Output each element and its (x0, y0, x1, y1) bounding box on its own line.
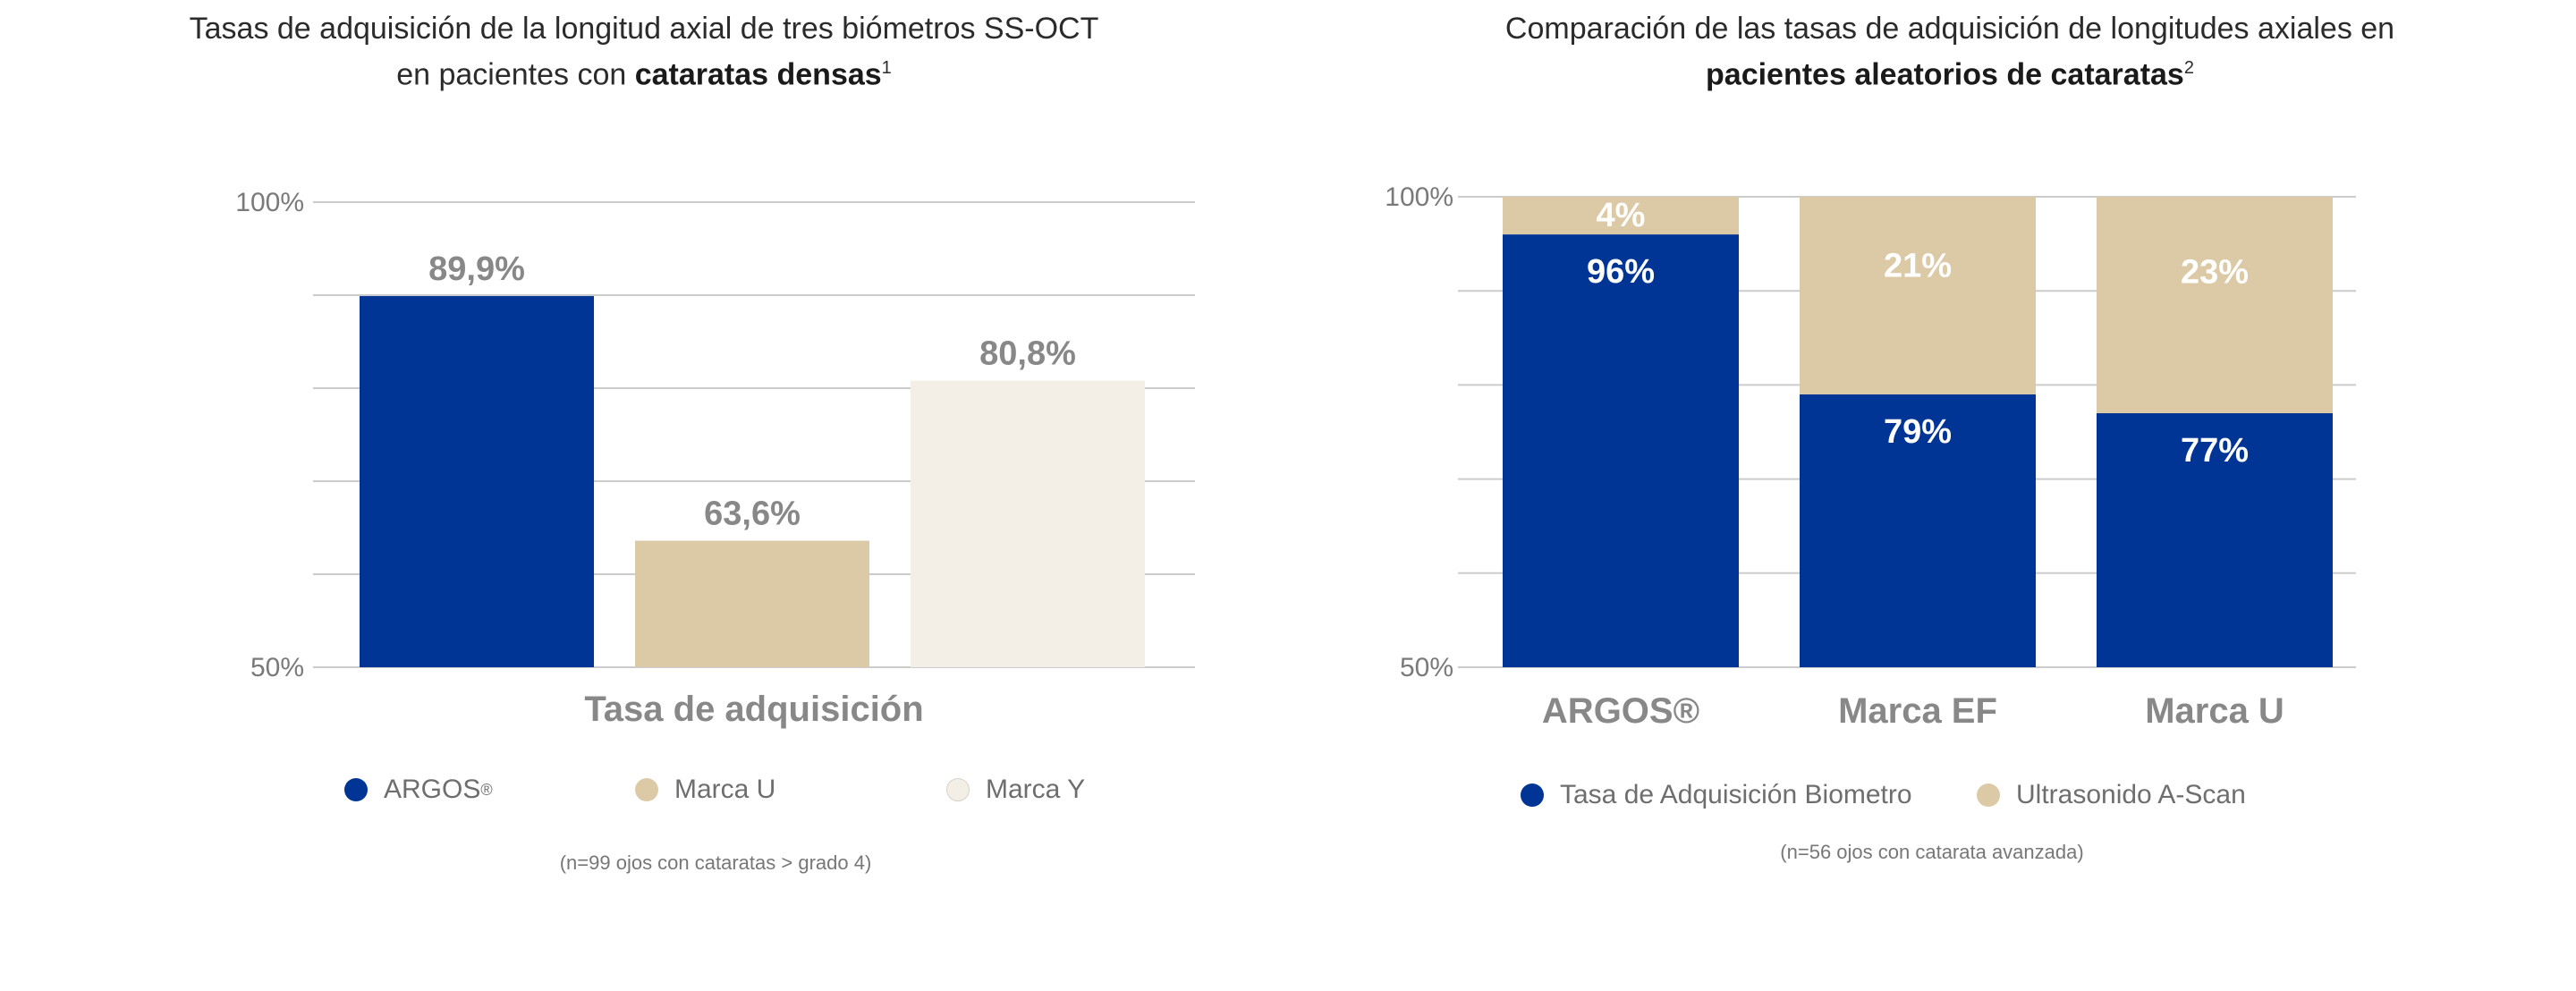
right-bar-marca-ef-tasa-de-adquisici-n-biometro (1800, 394, 2036, 667)
right-bar-marca-ef-ultrasonido-a-scan (1800, 197, 2036, 394)
left-legend-item-argos: ARGOS ® (344, 775, 493, 805)
right-title-sup: 2 (2183, 58, 2194, 78)
left-bar-marca-u: Marca U (635, 540, 869, 667)
left-legend-swatch-argos (344, 778, 368, 801)
left-title-sup: 1 (881, 58, 892, 78)
left-legend-swatch-marca-u (635, 778, 658, 801)
left-title-line2-bold: cataratas densas (634, 57, 882, 92)
right-bar-argos-tasa-de-adquisici-n-biometro (1503, 234, 1739, 667)
right-value-label-marca-u-tasa-de-adquisici-n-biometro: 77% (2181, 432, 2249, 470)
left-value-label-marca-u: 63,6% (704, 496, 801, 533)
right-title-line1: Comparación de las tasas de adquisición … (1504, 12, 2395, 46)
right-value-label-marca-u-ultrasonido-a-scan: 23% (2181, 254, 2249, 292)
left-ytick-label: 100% (235, 188, 304, 217)
left-sample-note: (n=99 ojos con cataratas > grado 4) (559, 851, 872, 874)
right-value-label-marca-ef-ultrasonido-a-scan: 21% (1884, 247, 1952, 284)
right-legend-swatch-ultrasonido (1977, 783, 2000, 807)
right-category-label-marca-ef: Marca EF (1838, 691, 1997, 731)
right-legend-swatch-biometro (1521, 783, 1544, 807)
right-value-label-argos-ultrasonido-a-scan: 4% (1597, 197, 1646, 234)
right-value-label-marca-ef-tasa-de-adquisici-n-biometro: 79% (1884, 413, 1952, 451)
left-bar-chart: 50% 100% ARGOS® 89,9% Marca U 63,6% Marca Y 80,… (235, 188, 1195, 729)
left-bar-marca-y: Marca Y (911, 380, 1145, 667)
left-ytick-label: 50% (250, 653, 304, 682)
right-stacked-bar-chart: 50% 100% 96% 4% ARGOS® 79% 21% Marca EF 77% 23% Ma… (1385, 182, 2356, 731)
left-chart-title: Tasas de adquisición de la longitud axia… (0, 9, 1288, 94)
right-legend-label-ultrasonido: Ultrasonido A-Scan (2016, 780, 2246, 809)
right-bar-marca-u-tasa-de-adquisici-n-biometro (2097, 412, 2333, 667)
right-ytick-label: 50% (1400, 653, 1453, 682)
right-value-label-argos-tasa-de-adquisici-n-biometro: 96% (1587, 253, 1655, 291)
left-legend-label-marca-y: Marca Y (986, 775, 1086, 804)
right-category-label-argos: ARGOS® (1542, 691, 1699, 731)
left-bar-argos: ARGOS® (360, 296, 594, 667)
right-category-label-marca-u: Marca U (2145, 691, 2284, 731)
right-title-line2-bold: pacientes aleatorios de cataratas (1706, 57, 2184, 92)
left-legend-sup-argos: ® (480, 780, 493, 799)
left-value-label-marca-y: 80,8% (979, 335, 1076, 373)
right-legend-item-ultrasonido: Ultrasonido A-Scan (1977, 780, 2246, 810)
right-chart-title: Comparación de las tasas de adquisición … (1288, 9, 2576, 94)
right-sample-note: (n=56 ojos con catarata avanzada) (1780, 841, 2084, 863)
left-legend-label-marca-u: Marca U (674, 775, 776, 804)
right-legend-item-biometro: Tasa de Adquisición Biometro (1521, 780, 1912, 810)
left-title-line2-prefix: en pacientes con (396, 57, 635, 92)
right-bar-argos-ultrasonido-a-scan (1503, 197, 1739, 235)
left-legend-item-marca-y: Marca Y (946, 775, 1085, 805)
left-value-label-argos: 89,9% (428, 250, 525, 288)
left-title-line1: Tasas de adquisición de la longitud axia… (189, 12, 1099, 46)
left-legend-swatch-marca-y (946, 778, 970, 801)
right-legend-label-biometro: Tasa de Adquisición Biometro (1560, 780, 1912, 809)
left-chart-panel: Tasas de adquisición de la longitud axia… (0, 9, 1288, 874)
left-x-axis-label: Tasa de adquisición (584, 690, 923, 729)
left-legend-item-marca-u: Marca U (635, 775, 775, 805)
left-legend-label-argos: ARGOS (384, 775, 481, 804)
right-bar-marca-u-ultrasonido-a-scan (2097, 197, 2333, 413)
right-chart-panel: Comparación de las tasas de adquisición … (1288, 0, 2576, 991)
right-ytick-label: 100% (1385, 182, 1453, 212)
